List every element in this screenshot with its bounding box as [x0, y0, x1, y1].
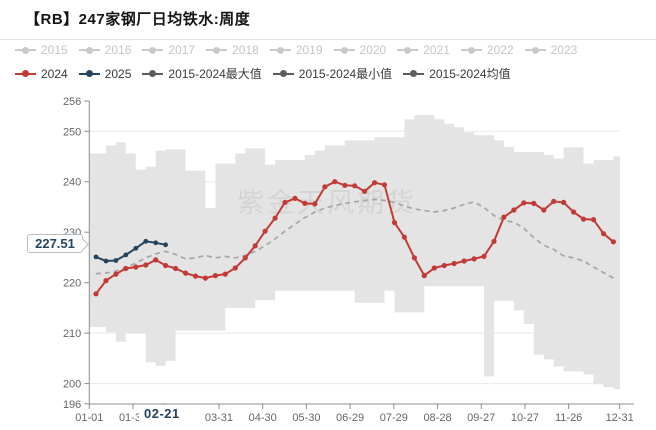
series-2024-point: [362, 189, 367, 194]
series-2025-point: [133, 246, 138, 251]
series-2024-point: [601, 231, 606, 236]
series-2024-point: [382, 182, 387, 187]
series-2025-point: [114, 258, 119, 263]
x-tick-label: 09-27: [467, 412, 495, 424]
series-2025-point: [163, 242, 168, 247]
latest-value-label: 227.51: [35, 236, 75, 251]
series-2024-point: [243, 255, 248, 260]
series-2024-point: [412, 255, 417, 260]
series-2024-point: [352, 183, 357, 188]
min-max-band: [89, 115, 620, 389]
x-tick-label: 11-26: [555, 412, 582, 424]
x-tick-label: 10-27: [511, 412, 539, 424]
series-2025-point: [123, 253, 128, 258]
series-2024-point: [253, 243, 258, 248]
series-2024-point: [133, 264, 138, 269]
series-2024-point: [491, 239, 496, 244]
series-2024-point: [392, 220, 397, 225]
latest-value-callout: 227.51: [27, 234, 83, 253]
series-2024-point: [123, 266, 128, 271]
series-2024-point: [591, 217, 596, 222]
series-2024-point: [462, 258, 467, 263]
series-2024-point: [531, 201, 536, 206]
series-2024-point: [183, 271, 188, 276]
series-2024-point: [263, 229, 268, 234]
x-tick-label: 05-30: [292, 412, 320, 424]
series-2024-point: [213, 273, 218, 278]
series-2024-point: [153, 257, 158, 262]
series-2024-point: [402, 235, 407, 240]
y-tick-label: 250: [63, 126, 81, 138]
series-2024-point: [312, 201, 317, 206]
series-2024-point: [322, 184, 327, 189]
series-2024-point: [342, 183, 347, 188]
series-2024-point: [422, 273, 427, 278]
x-tick-label: 12-31: [606, 412, 634, 424]
series-2024-point: [551, 199, 556, 204]
series-2024-point: [472, 256, 477, 261]
series-2025-point: [104, 259, 109, 264]
series-2024-point: [432, 265, 437, 270]
y-tick-label: 256: [63, 96, 81, 108]
y-tick-label: 200: [63, 379, 81, 391]
series-2024-point: [113, 272, 118, 277]
series-2024-point: [223, 272, 228, 277]
series-2024-point: [103, 278, 108, 283]
series-2024-point: [302, 201, 307, 206]
y-tick-label: 210: [63, 328, 81, 340]
series-2024-point: [163, 263, 168, 268]
series-2025-point: [143, 239, 148, 244]
series-2024-point: [292, 196, 297, 201]
x-tick-label: 06-29: [336, 412, 364, 424]
series-2025-point: [153, 240, 158, 245]
series-2024-point: [93, 291, 98, 296]
series-2024-point: [282, 200, 287, 205]
x-tick-label: 08-28: [423, 412, 451, 424]
series-2024-point: [442, 263, 447, 268]
x-tick-label: 03-31: [205, 412, 233, 424]
x-tick-label: 04-30: [249, 412, 277, 424]
y-tick-label: 196: [63, 399, 81, 411]
plot-area: 紫金天风期货25625024023022021020019601-0101-31…: [0, 0, 656, 430]
series-2024-point: [173, 266, 178, 271]
chart-panel: 【RB】247家钢厂日均铁水:周度 2015201620172018201920…: [0, 0, 656, 430]
series-2024-point: [581, 217, 586, 222]
series-2025-point: [94, 255, 99, 260]
series-2024-point: [571, 209, 576, 214]
series-2024-point: [233, 265, 238, 270]
series-2024-point: [541, 207, 546, 212]
series-2024-point: [501, 215, 506, 220]
series-2024-point: [273, 216, 278, 221]
series-2024-point: [481, 254, 486, 259]
series-2024-point: [372, 180, 377, 185]
series-2024-point: [143, 262, 148, 267]
series-2024-point: [561, 200, 566, 205]
x-tick-label: 01-01: [75, 412, 103, 424]
series-2024-point: [511, 207, 516, 212]
series-2024-point: [193, 274, 198, 279]
x-tick-label: 07-29: [380, 412, 408, 424]
y-tick-label: 240: [63, 177, 81, 189]
y-tick-label: 220: [63, 278, 81, 290]
highlighted-date-label[interactable]: 02-21: [139, 405, 185, 422]
series-2024-point: [611, 239, 616, 244]
series-2024-point: [203, 276, 208, 281]
series-2024-point: [521, 200, 526, 205]
series-2024-point: [332, 179, 337, 184]
series-2024-point: [452, 261, 457, 266]
